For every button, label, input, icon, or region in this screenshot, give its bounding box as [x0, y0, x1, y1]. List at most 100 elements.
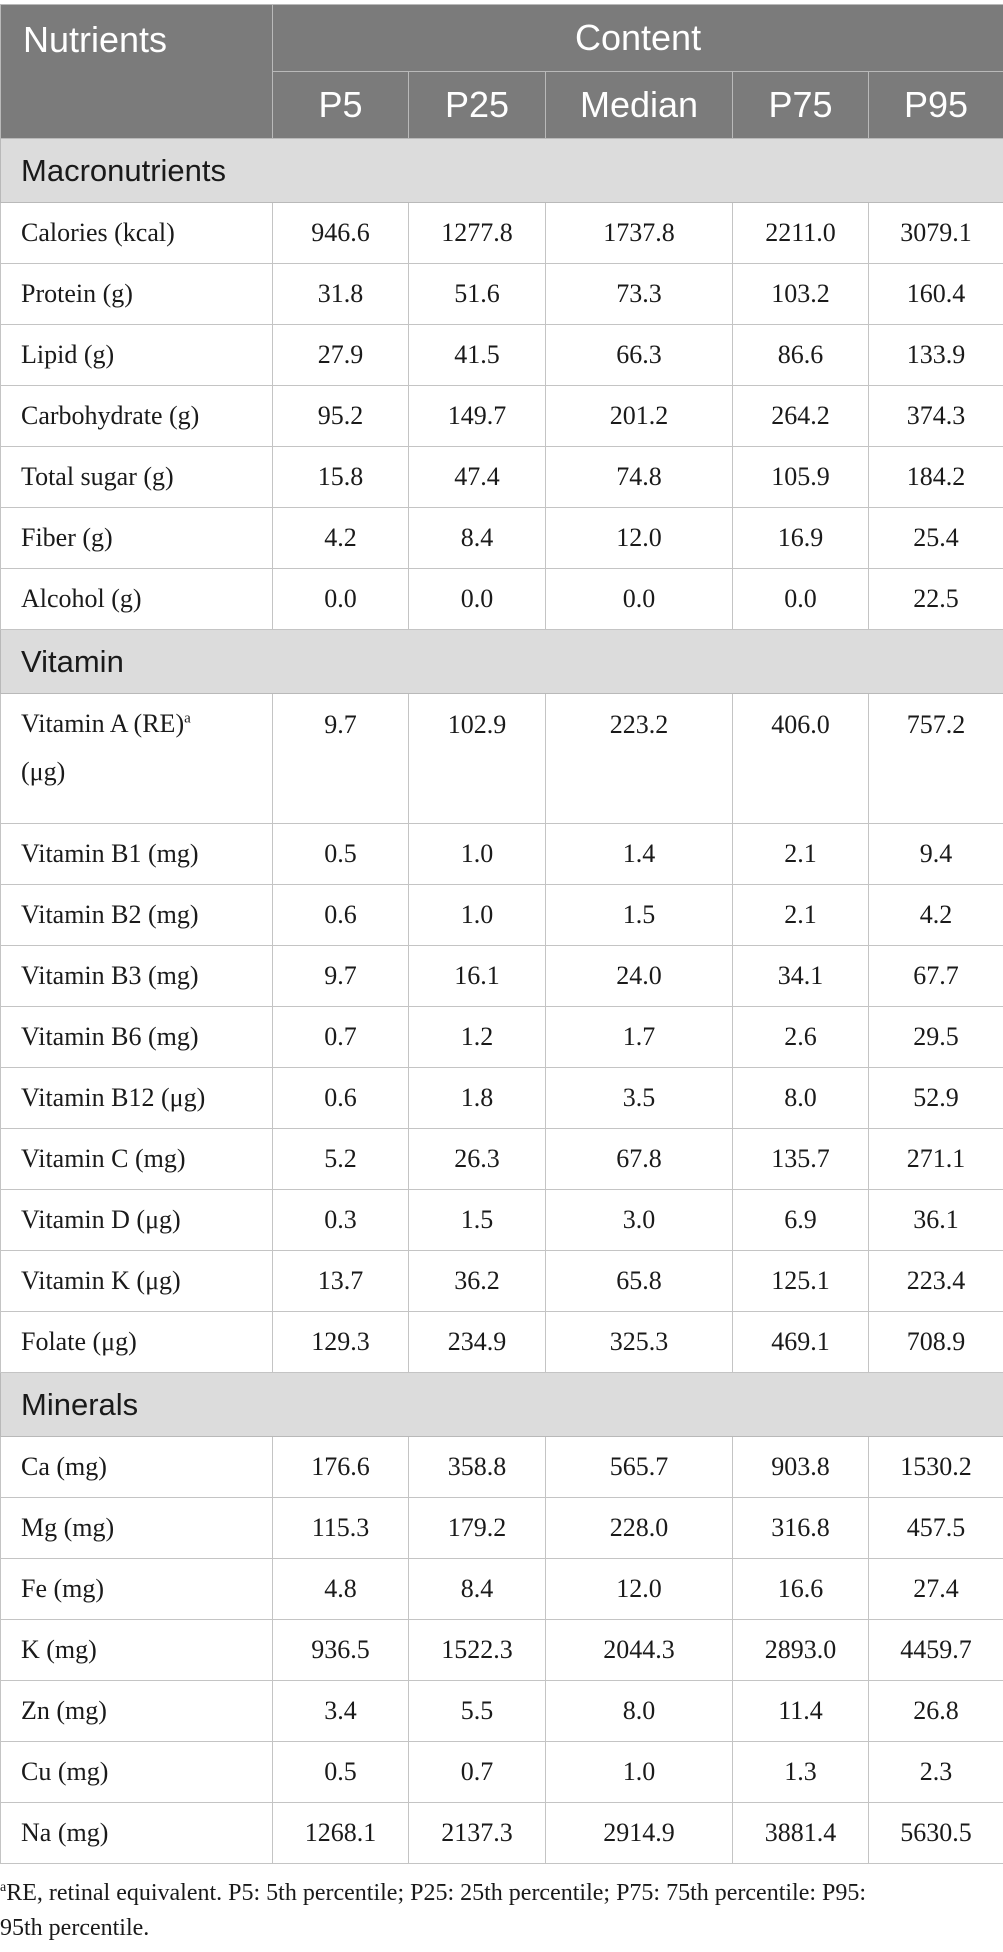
value-median: 8.0: [545, 1680, 733, 1742]
footnote-line-2: 95th percentile.: [0, 1915, 150, 1941]
value-p5: 4.2: [272, 507, 409, 569]
value-p5: 3.4: [272, 1680, 409, 1742]
value-p95: 133.9: [867, 324, 1003, 386]
table-body: Macronutrients Calories (kcal) 946.6 1277.8…: [0, 138, 1003, 1864]
value-p95: 184.2: [867, 446, 1003, 508]
value-median: 201.2: [545, 385, 733, 447]
nutrient-name: Vitamin B6 (mg): [21, 1022, 199, 1051]
nutrient-name: Folate (μg): [21, 1327, 137, 1356]
value-p95: 4459.7: [867, 1619, 1003, 1681]
header-row-2: P5 P25 Median P75 P95: [1, 71, 1003, 139]
nutrient-label: Mg (mg): [0, 1497, 273, 1559]
value-median: 0.0: [545, 568, 733, 630]
nutrient-label: Vitamin B6 (mg): [0, 1006, 273, 1068]
value-p5: 1268.1: [272, 1802, 409, 1864]
value-p75: 2211.0: [732, 202, 869, 264]
nutrient-name: Vitamin C (mg): [21, 1144, 186, 1173]
nutrient-label: Alcohol (g): [0, 568, 273, 630]
header-row-1: Nutrients Content: [0, 4, 1003, 139]
value-median: 228.0: [545, 1497, 733, 1559]
column-header-p95: P95: [867, 71, 1003, 139]
value-median: 565.7: [545, 1436, 733, 1498]
value-p5: 129.3: [272, 1311, 409, 1373]
section-row: Macronutrients: [0, 138, 1003, 203]
nutrient-name: Vitamin A (RE): [21, 709, 185, 738]
value-p25: 16.1: [408, 945, 546, 1007]
value-p95: 271.1: [867, 1128, 1003, 1190]
value-p25: 1.5: [408, 1189, 546, 1251]
table-row: Total sugar (g) 15.8 47.4 74.8 105.9 184.2: [0, 446, 1003, 508]
value-median: 1737.8: [545, 202, 733, 264]
section-row: Vitamin: [0, 629, 1003, 694]
value-p95: 26.8: [867, 1680, 1003, 1742]
table-row: Lipid (g) 27.9 41.5 66.3 86.6 133.9: [0, 324, 1003, 386]
value-p5: 0.5: [272, 1741, 409, 1803]
value-p95: 757.2: [867, 693, 1003, 824]
value-median: 2914.9: [545, 1802, 733, 1864]
value-median: 24.0: [545, 945, 733, 1007]
value-p95: 29.5: [867, 1006, 1003, 1068]
value-p5: 15.8: [272, 446, 409, 508]
nutrient-label: Carbohydrate (g): [0, 385, 273, 447]
nutrient-name: Vitamin B12 (μg): [21, 1083, 206, 1112]
value-p25: 1.0: [408, 884, 546, 946]
nutrient-name: Zn (mg): [21, 1696, 107, 1725]
nutrient-label: Folate (μg): [0, 1311, 273, 1373]
value-p25: 5.5: [408, 1680, 546, 1742]
value-p5: 4.8: [272, 1558, 409, 1620]
footnote-mark: a: [0, 1880, 7, 1895]
value-p25: 36.2: [408, 1250, 546, 1312]
nutrient-name: Carbohydrate (g): [21, 401, 200, 430]
nutrient-name: Vitamin D (μg): [21, 1205, 181, 1234]
value-p75: 0.0: [732, 568, 869, 630]
value-p25: 2137.3: [408, 1802, 546, 1864]
value-p25: 1.0: [408, 823, 546, 885]
value-median: 74.8: [545, 446, 733, 508]
value-median: 1.4: [545, 823, 733, 885]
value-p75: 6.9: [732, 1189, 869, 1251]
table-footnote: aRE, retinal equivalent. P5: 5th percent…: [0, 1876, 1003, 1946]
section-title: Vitamin: [0, 629, 1003, 694]
value-p75: 103.2: [732, 263, 869, 325]
value-median: 1.0: [545, 1741, 733, 1803]
value-p75: 903.8: [732, 1436, 869, 1498]
value-p95: 25.4: [867, 507, 1003, 569]
table-row: Vitamin K (μg) 13.7 36.2 65.8 125.1 223.4: [0, 1250, 1003, 1312]
value-p25: 179.2: [408, 1497, 546, 1559]
value-p75: 125.1: [732, 1250, 869, 1312]
value-median: 12.0: [545, 1558, 733, 1620]
nutrient-label: Vitamin B3 (mg): [0, 945, 273, 1007]
value-p5: 9.7: [272, 693, 409, 824]
nutrient-label: Calories (kcal): [0, 202, 273, 264]
value-median: 2044.3: [545, 1619, 733, 1681]
nutrient-name: Cu (mg): [21, 1757, 109, 1786]
value-p75: 406.0: [732, 693, 869, 824]
content-header: Content: [271, 4, 1003, 72]
value-p5: 115.3: [272, 1497, 409, 1559]
value-p95: 4.2: [867, 884, 1003, 946]
value-p95: 27.4: [867, 1558, 1003, 1620]
table-row: Vitamin B1 (mg) 0.5 1.0 1.4 2.1 9.4: [0, 823, 1003, 885]
value-p25: 1522.3: [408, 1619, 546, 1681]
value-p95: 52.9: [867, 1067, 1003, 1129]
value-median: 73.3: [545, 263, 733, 325]
table-row: Protein (g) 31.8 51.6 73.3 103.2 160.4: [0, 263, 1003, 325]
nutrient-label: Vitamin A (RE)a (μg): [0, 693, 273, 824]
value-p75: 2893.0: [732, 1619, 869, 1681]
value-p5: 176.6: [272, 1436, 409, 1498]
value-p25: 149.7: [408, 385, 546, 447]
value-p5: 0.3: [272, 1189, 409, 1251]
table-row: Vitamin B3 (mg) 9.7 16.1 24.0 34.1 67.7: [0, 945, 1003, 1007]
nutrient-name: Calories (kcal): [21, 218, 175, 247]
footnote-line-1: aRE, retinal equivalent. P5: 5th percent…: [0, 1876, 1003, 1911]
table-row: Vitamin D (μg) 0.3 1.5 3.0 6.9 36.1: [0, 1189, 1003, 1251]
value-p25: 102.9: [408, 693, 546, 824]
nutrient-label: Total sugar (g): [0, 446, 273, 508]
value-p5: 9.7: [272, 945, 409, 1007]
value-p5: 946.6: [272, 202, 409, 264]
value-p25: 1.2: [408, 1006, 546, 1068]
value-p25: 26.3: [408, 1128, 546, 1190]
value-p25: 1277.8: [408, 202, 546, 264]
table-row: Fe (mg) 4.8 8.4 12.0 16.6 27.4: [0, 1558, 1003, 1620]
value-p75: 2.1: [732, 884, 869, 946]
